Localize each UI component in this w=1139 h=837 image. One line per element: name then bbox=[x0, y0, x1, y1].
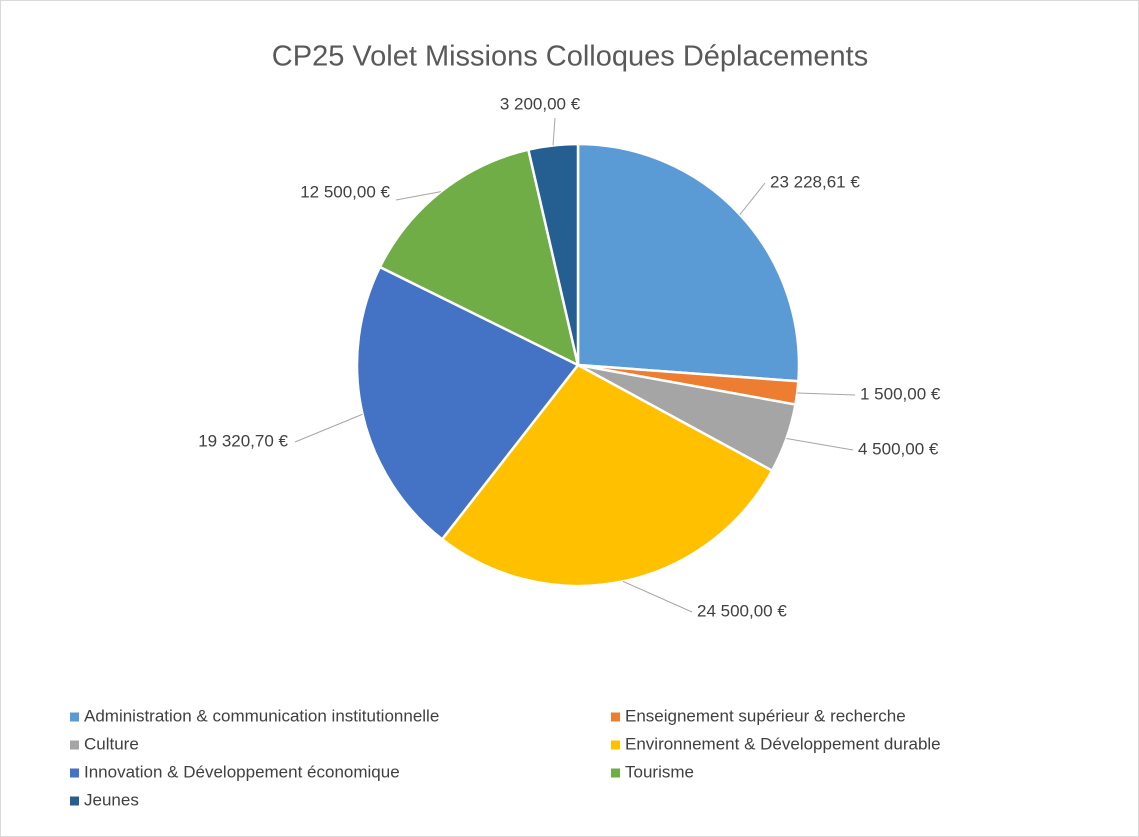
leader-line bbox=[395, 191, 442, 201]
chart-title: CP25 Volet Missions Colloques Déplacemen… bbox=[272, 41, 868, 73]
legend-swatch bbox=[70, 740, 79, 750]
pie-slice bbox=[355, 265, 580, 542]
data-label: 12 500,00 € bbox=[300, 182, 390, 201]
data-label: 3 200,00 € bbox=[500, 94, 581, 113]
legend-swatch bbox=[70, 796, 79, 806]
data-label: 19 320,70 € bbox=[198, 431, 288, 450]
leader-line bbox=[739, 182, 766, 215]
legend-label: Administration & communication instituti… bbox=[84, 706, 439, 725]
leader-line bbox=[786, 438, 854, 451]
data-label: 1 500,00 € bbox=[860, 384, 941, 403]
pie-slice bbox=[526, 142, 580, 366]
legend-label: Tourisme bbox=[625, 762, 694, 781]
data-label: 24 500,00 € bbox=[697, 601, 787, 620]
legend-swatch bbox=[611, 712, 620, 722]
leader-line bbox=[622, 580, 693, 613]
legend-label: Environnement & Développement durable bbox=[625, 734, 941, 753]
pie-slice bbox=[378, 148, 580, 368]
pie-slice bbox=[440, 363, 774, 588]
legend-swatch bbox=[611, 768, 620, 778]
leader-line bbox=[797, 392, 856, 396]
data-label: 4 500,00 € bbox=[858, 439, 939, 458]
legend-label: Enseignement supérieur & recherche bbox=[625, 706, 906, 725]
legend-swatch bbox=[70, 768, 79, 778]
leader-line bbox=[294, 413, 363, 443]
legend-label: Innovation & Développement économique bbox=[84, 762, 400, 781]
legend-label: Culture bbox=[84, 734, 139, 753]
data-label: 23 228,61 € bbox=[770, 172, 860, 191]
leader-line bbox=[552, 117, 556, 146]
legend-swatch bbox=[70, 712, 79, 722]
legend-label: Jeunes bbox=[84, 790, 139, 809]
legend-swatch bbox=[611, 740, 620, 750]
